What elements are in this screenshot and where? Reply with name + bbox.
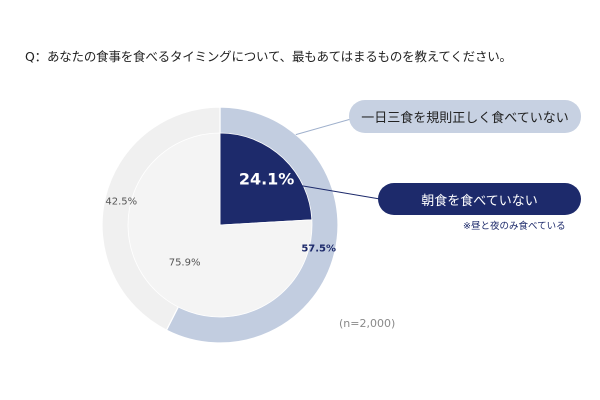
callout-skip-breakfast: 朝食を食べていない xyxy=(378,183,581,215)
outer-ring-label-2: 42.5% xyxy=(105,196,137,207)
inner-ring-slice-1 xyxy=(219,132,313,226)
inner-ring-slice-2 xyxy=(127,132,313,318)
question-text: Q：あなたの食事を食べるタイミングについて、最もあてはまるものを教えてください。 xyxy=(25,49,512,64)
outer-ring-label-1: 57.5% xyxy=(301,244,336,255)
inner-ring-label-1: 24.1% xyxy=(239,170,295,189)
connector-skip-breakfast xyxy=(294,184,381,200)
inner-ring-label-2: 75.9% xyxy=(169,257,201,268)
callout-irregular-meals: 一日三食を規則正しく食べていない xyxy=(349,100,581,133)
connector-irregular xyxy=(295,118,352,136)
sample-size: (n=2,000) xyxy=(339,317,396,330)
callout-skip-breakfast-note: ※昼と夜のみ食べている xyxy=(463,221,566,232)
